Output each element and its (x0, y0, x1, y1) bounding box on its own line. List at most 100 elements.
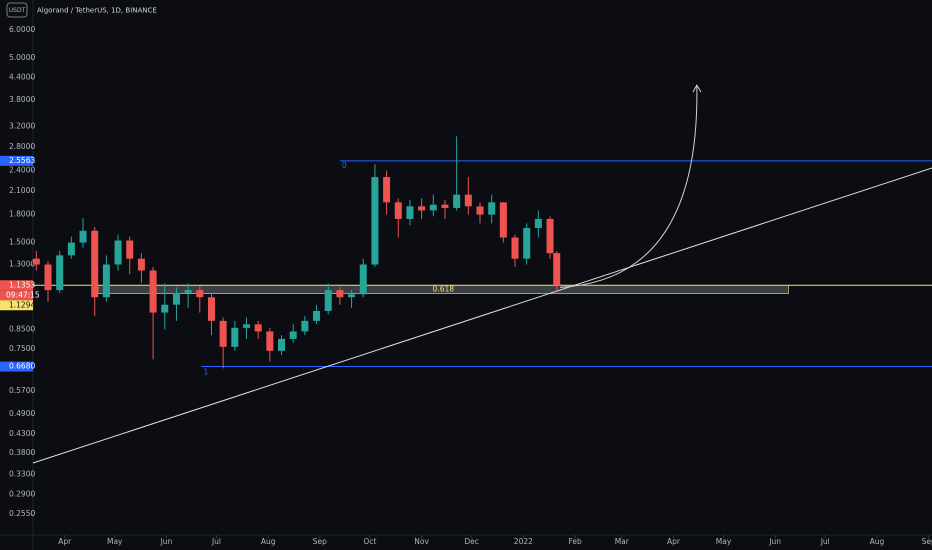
candle-body (91, 230, 99, 298)
price-label: 1.1353 (9, 280, 35, 289)
y-tick-label: 1.8000 (9, 210, 35, 219)
candle-body (79, 230, 87, 243)
x-tick-label: 2022 (514, 537, 533, 546)
x-tick-label: Jul (820, 537, 830, 546)
y-tick-label: 2.8000 (9, 142, 35, 151)
price-label-bg (0, 280, 33, 291)
candle-body (266, 331, 274, 351)
candle-body (102, 264, 110, 298)
x-tick-label: Apr (667, 537, 681, 546)
y-tick-label: 6.0000 (9, 25, 35, 34)
price-label-bg (0, 361, 33, 372)
candle-body (324, 290, 332, 311)
x-tick-label: May (716, 537, 732, 546)
fib-level-label: 1 (203, 368, 208, 377)
price-label-bg (0, 300, 33, 311)
candle-body (219, 320, 227, 347)
candle-body (184, 290, 192, 293)
candle-body (464, 194, 472, 207)
candle-body (278, 338, 286, 351)
x-tick-label: Apr (58, 537, 72, 546)
y-tick-label: 0.4300 (9, 429, 35, 438)
candle-body (289, 331, 297, 339)
candle-body (371, 177, 379, 265)
y-tick-label: 0.5700 (9, 386, 35, 395)
candle-body (336, 290, 344, 298)
candle-body (149, 270, 157, 313)
x-tick-label: Jul (211, 537, 221, 546)
arrow-head (692, 84, 702, 93)
y-tick-label: 0.4900 (9, 409, 35, 418)
candle-body (429, 204, 437, 211)
x-tick-label: May (107, 537, 123, 546)
symbol-badge-text: USDT (9, 7, 26, 14)
candle-body (511, 237, 519, 259)
candle-body (394, 202, 402, 219)
candle-body (44, 264, 52, 291)
x-tick-label: Nov (414, 537, 429, 546)
y-tick-label: 4.4000 (9, 73, 35, 82)
projection-arrow (560, 85, 698, 288)
candle-body (348, 294, 356, 298)
price-label: 0.6680 (9, 362, 35, 371)
y-tick-label: 0.7500 (9, 344, 35, 353)
x-tick-label: Oct (363, 537, 376, 546)
y-tick-label: 5.0000 (9, 53, 35, 62)
candle-body (441, 204, 449, 208)
y-tick-label: 1.5000 (9, 238, 35, 247)
candle-body (161, 304, 169, 313)
y-tick-label: 2.1000 (9, 186, 35, 195)
fib-level-label: 0 (342, 161, 347, 170)
candle-body (231, 327, 239, 347)
chart-title: Algorand / TetherUS, 1D, BINANCE (37, 7, 157, 15)
candle-body (242, 324, 250, 328)
candle-body (301, 320, 309, 332)
y-tick-label: 2.4000 (9, 166, 35, 175)
candle-body (476, 206, 484, 215)
candle-body (488, 202, 496, 215)
y-tick-label: 3.8000 (9, 95, 35, 104)
candle-body (523, 227, 531, 259)
candle-body (196, 290, 204, 298)
candle-body (359, 264, 367, 295)
y-tick-label: 0.8500 (9, 325, 35, 334)
candle-body (553, 253, 561, 286)
x-tick-label: Dec (464, 537, 479, 546)
candle-body (453, 194, 461, 208)
x-tick-label: Sep (922, 537, 932, 546)
symbol-badge[interactable] (6, 2, 28, 18)
candle-body (383, 177, 391, 203)
x-tick-label: Sep (313, 537, 327, 546)
candle-body (172, 292, 180, 305)
x-tick-label: Jun (160, 537, 173, 546)
price-label: 1.1294 (9, 300, 35, 309)
candle-body (56, 255, 64, 291)
candle-body (534, 218, 542, 228)
y-tick-label: 1.3000 (9, 259, 35, 268)
candle-body (254, 324, 262, 332)
candle-body (406, 206, 414, 219)
candle-body (137, 258, 145, 271)
zone-label: 0.618 (433, 284, 455, 293)
candle-body (418, 206, 426, 211)
x-tick-label: Jun (768, 537, 781, 546)
candle-body (313, 310, 321, 321)
y-tick-label: 0.2900 (9, 489, 35, 498)
trendline (32, 167, 932, 464)
y-tick-label: 3.2000 (9, 121, 35, 130)
y-tick-label: 0.3800 (9, 448, 35, 457)
candle-body (32, 258, 40, 265)
y-tick-label: 0.2550 (9, 509, 35, 518)
x-tick-label: Aug (870, 537, 885, 546)
countdown-bg (0, 290, 33, 301)
x-tick-label: Feb (568, 537, 582, 546)
candle-body (546, 218, 554, 254)
price-label: 2.5563 (9, 156, 35, 165)
candle-body (126, 240, 134, 259)
candle-body (67, 242, 75, 256)
candle-body (114, 240, 122, 265)
countdown: 09:47:15 (6, 290, 40, 299)
candle-body (499, 202, 507, 238)
